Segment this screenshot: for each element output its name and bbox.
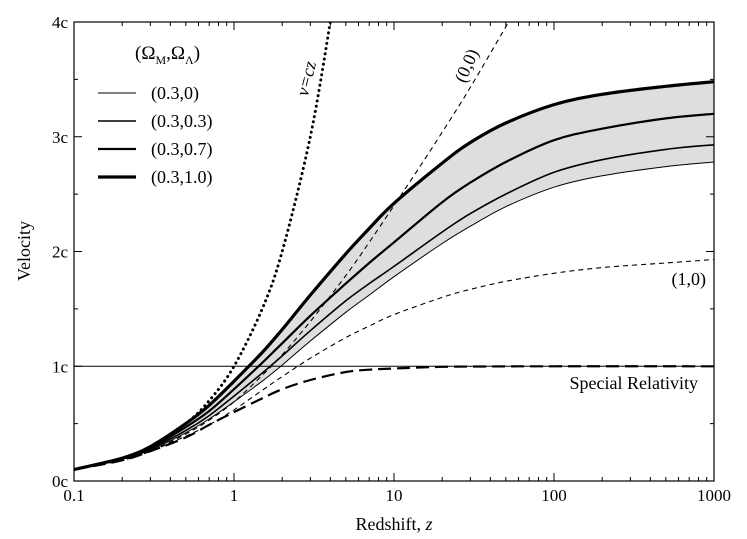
x-tick-label: 0.1 bbox=[63, 486, 84, 505]
y-tick-label: 0c bbox=[52, 472, 69, 491]
legend: (ΩM,ΩΛ) (0.3,0) (0.3,0.3) (0.3,0.7) (0.3,1.… bbox=[98, 43, 213, 188]
annotation-0-0: (0,0) bbox=[450, 46, 483, 86]
series-layer bbox=[74, 22, 714, 472]
legend-label-0-3-0: (0.3,0) bbox=[151, 83, 199, 104]
x-tick-label: 100 bbox=[541, 486, 567, 505]
legend-label-0-3-0-7: (0.3,0.7) bbox=[151, 139, 213, 160]
legend-title: (ΩM,ΩΛ) bbox=[135, 43, 200, 67]
series-line-0-3-0-7 bbox=[74, 112, 714, 471]
y-tick-label: 1c bbox=[52, 357, 69, 376]
shaded-band bbox=[74, 81, 714, 470]
legend-label-0-3-1-0: (0.3,1.0) bbox=[151, 167, 213, 188]
annotation-1-0: (1,0) bbox=[672, 269, 707, 290]
x-tick-label: 10 bbox=[386, 486, 403, 505]
legend-title-part3: ) bbox=[194, 43, 200, 64]
x-axis-label-variable: z bbox=[424, 514, 432, 534]
series-line-0-3-0-3 bbox=[74, 144, 714, 471]
legend-title-part2: ,Ω bbox=[166, 43, 185, 64]
legend-title-sub2: Λ bbox=[185, 53, 194, 67]
y-tick-label: 2c bbox=[52, 243, 69, 262]
annotation-special-relativity: Special Relativity bbox=[570, 373, 698, 393]
x-tick-label: 1000 bbox=[697, 486, 731, 505]
series-line-v-cz bbox=[74, 22, 332, 471]
shaded-band-layer bbox=[74, 81, 714, 470]
legend-label-0-3-0-3: (0.3,0.3) bbox=[151, 111, 213, 132]
tick-layer: 0.1 1 10 100 1000 0c 1c 2c 3c 4c bbox=[52, 13, 731, 505]
x-axis-label: Redshift, z bbox=[355, 514, 432, 534]
legend-title-part1: (Ω bbox=[135, 43, 155, 64]
x-tick-label: 1 bbox=[230, 486, 239, 505]
series-line-0-3-0 bbox=[74, 161, 714, 470]
y-tick-label: 4c bbox=[52, 13, 69, 32]
series-line-0-0 bbox=[74, 22, 510, 471]
annotation-v-cz: v=cz bbox=[292, 59, 320, 98]
series-line-special-relativity bbox=[74, 365, 714, 471]
y-tick-label: 3c bbox=[52, 128, 69, 147]
y-axis-label: Velocity bbox=[14, 221, 34, 281]
x-axis-label-text: Redshift, bbox=[355, 514, 425, 534]
legend-title-sub1: M bbox=[155, 53, 166, 67]
